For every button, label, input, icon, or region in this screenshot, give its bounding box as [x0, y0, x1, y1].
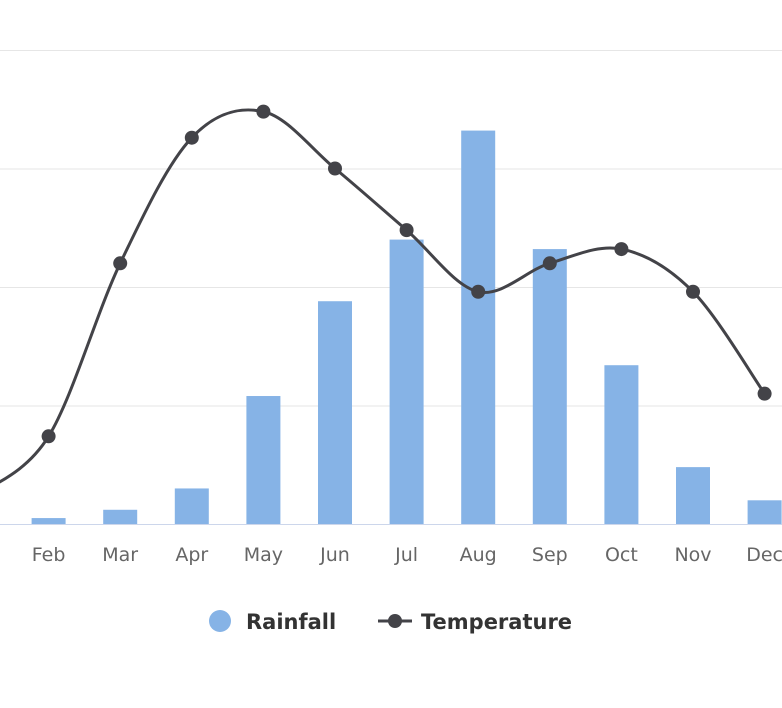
- legend: Rainfall Temperature: [209, 610, 572, 634]
- bar-apr[interactable]: [174, 488, 209, 524]
- point-jul[interactable]: [399, 223, 414, 238]
- x-tick-label: Apr: [175, 544, 208, 566]
- point-apr[interactable]: [184, 130, 199, 145]
- bar-dec[interactable]: [747, 500, 782, 524]
- rainfall-legend-symbol: [209, 610, 231, 632]
- point-feb[interactable]: [41, 429, 56, 444]
- x-tick-label: Oct: [605, 544, 638, 566]
- bar-may[interactable]: [246, 396, 281, 524]
- x-tick-label: Dec: [746, 544, 782, 566]
- bar-sep[interactable]: [532, 249, 567, 524]
- x-tick-label: Feb: [32, 544, 66, 566]
- point-dec[interactable]: [757, 386, 772, 401]
- x-tick-label: Jul: [394, 544, 418, 566]
- legend-label-rainfall: Rainfall: [246, 610, 336, 634]
- x-tick-label: Jun: [319, 544, 350, 566]
- point-mar[interactable]: [113, 256, 128, 271]
- x-tick-label: Mar: [102, 544, 138, 566]
- point-may[interactable]: [256, 104, 271, 119]
- legend-label-temperature: Temperature: [421, 610, 572, 634]
- x-tick-label: Aug: [460, 544, 497, 566]
- legend-item-temperature[interactable]: Temperature: [378, 610, 572, 634]
- x-tick-label: Nov: [674, 544, 711, 566]
- bar-mar[interactable]: [103, 509, 138, 524]
- bar-oct[interactable]: [604, 365, 639, 524]
- temperature-markers: [41, 104, 772, 444]
- bar-jul[interactable]: [389, 239, 424, 524]
- x-axis-ticks: JanFebMarAprMayJunJulAugSepOctNovDec: [32, 544, 782, 566]
- bar-nov[interactable]: [676, 467, 710, 524]
- legend-item-rainfall[interactable]: Rainfall: [209, 610, 336, 634]
- point-oct[interactable]: [614, 242, 629, 257]
- bar-feb[interactable]: [31, 518, 66, 524]
- bar-aug[interactable]: [461, 130, 496, 524]
- temperature-legend-symbol: [388, 614, 402, 628]
- point-nov[interactable]: [686, 284, 700, 299]
- point-jun[interactable]: [328, 161, 342, 176]
- point-aug[interactable]: [471, 284, 486, 299]
- x-tick-label: Sep: [532, 544, 568, 566]
- x-tick-label: May: [244, 544, 283, 566]
- bar-jun[interactable]: [318, 301, 352, 524]
- point-sep[interactable]: [542, 256, 557, 271]
- temperature-line: [0, 108, 766, 484]
- rainfall-bars: [31, 130, 782, 524]
